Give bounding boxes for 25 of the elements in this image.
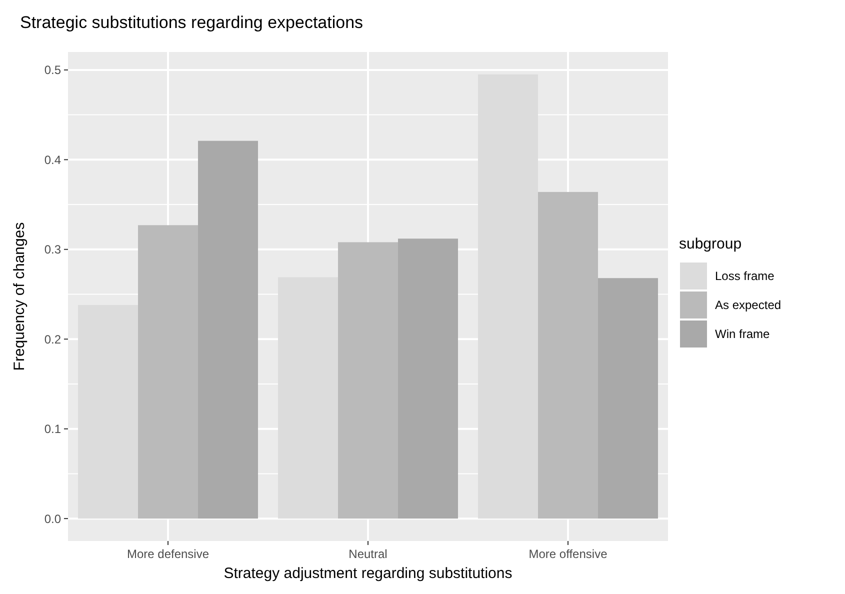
y-tick-label: 0.2 [44, 332, 62, 346]
y-tick-label: 0.1 [44, 422, 62, 436]
bar [78, 305, 138, 519]
y-axis-title: Frequency of changes [11, 222, 28, 371]
bar [138, 225, 198, 519]
bar [478, 74, 538, 519]
y-tick-label: 0.3 [44, 242, 62, 257]
bar [198, 140, 258, 519]
bar [278, 277, 338, 519]
chart-title: Strategic substitutions regarding expectations [20, 13, 364, 32]
x-axis-title: Strategy adjustment regarding substitutions [224, 565, 512, 582]
bar [538, 192, 598, 519]
legend-title: subgroup [679, 236, 742, 252]
y-tick-label: 0.5 [44, 63, 62, 78]
bar [598, 278, 658, 519]
legend-label: As expected [715, 298, 782, 312]
bar [398, 238, 458, 519]
legend-label: Win frame [715, 327, 770, 342]
x-tick-label: More defensive [126, 547, 210, 561]
x-tick-label: More offensive [528, 547, 608, 561]
y-tick-label: 0.0 [44, 512, 62, 526]
y-tick-label: 0.4 [44, 152, 62, 167]
bar [338, 242, 398, 519]
x-tick-label: Neutral [348, 547, 388, 561]
legend-label: Loss frame [715, 269, 775, 284]
